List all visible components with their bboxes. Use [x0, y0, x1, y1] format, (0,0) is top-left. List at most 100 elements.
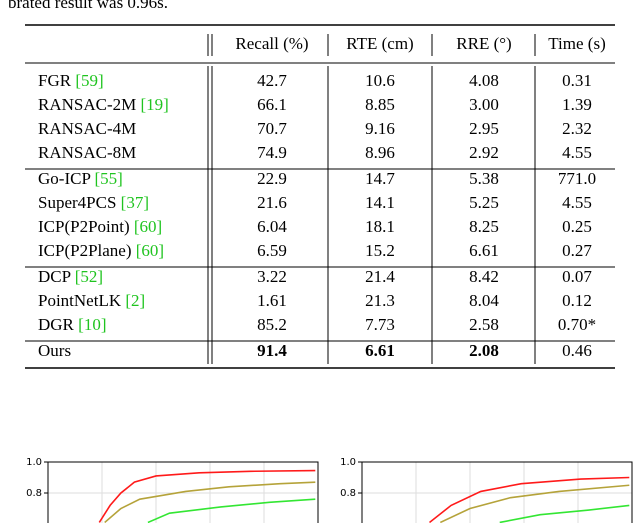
cell-value: 2.08 [469, 341, 499, 360]
column-header: Recall (%) [235, 34, 308, 53]
cell-value: 42.7 [257, 71, 287, 90]
cell-value: 6.61 [469, 241, 499, 260]
cell-value: 0.70* [558, 315, 596, 334]
y-tick-label: 0.8 [340, 488, 356, 499]
data-line [147, 498, 316, 523]
citation: [59] [75, 71, 103, 90]
citation: [2] [125, 291, 145, 310]
data-line [104, 481, 316, 523]
cell-value: 0.46 [562, 341, 592, 360]
cell-value: 1.39 [562, 95, 592, 114]
cell-value: 2.58 [469, 315, 499, 334]
citation: [52] [75, 267, 103, 286]
cell-value: 5.25 [469, 193, 499, 212]
method-name: Ours [38, 341, 71, 360]
citation: [55] [95, 169, 123, 188]
method-name: ICP(P2Plane) [60] [38, 241, 164, 260]
cell-value: 85.2 [257, 315, 287, 334]
cell-value: 771.0 [558, 169, 596, 188]
cell-value: 91.4 [257, 341, 287, 360]
cell-value: 0.25 [562, 217, 592, 236]
caption-fragment: brated result was 0.96s. [8, 0, 168, 12]
method-name: Super4PCS [37] [38, 193, 149, 212]
method-label: Go-ICP [38, 169, 90, 188]
y-tick-label: 1.0 [26, 457, 42, 468]
y-tick-label: 0.8 [26, 488, 42, 499]
citation: [19] [141, 95, 169, 114]
cell-value: 0.27 [562, 241, 592, 260]
cell-value: 18.1 [365, 217, 395, 236]
cell-value: 4.55 [562, 143, 592, 162]
method-label: Super4PCS [38, 193, 116, 212]
data-line [439, 484, 630, 523]
method-name: PointNetLK [2] [38, 291, 145, 310]
cell-value: 5.38 [469, 169, 499, 188]
cell-value: 21.4 [365, 267, 395, 286]
citation: [37] [121, 193, 149, 212]
cell-value: 1.61 [257, 291, 287, 310]
cell-value: 6.59 [257, 241, 287, 260]
cell-value: 0.31 [562, 71, 592, 90]
method-label: DCP [38, 267, 71, 286]
cell-value: 3.00 [469, 95, 499, 114]
method-label: RANSAC-2M [38, 95, 136, 114]
cell-value: 8.04 [469, 291, 499, 310]
data-line [98, 469, 316, 523]
method-label: ICP(P2Plane) [38, 241, 132, 260]
cell-value: 8.96 [365, 143, 395, 162]
method-label: Ours [38, 341, 71, 360]
cell-value: 21.6 [257, 193, 287, 212]
cell-value: 15.2 [365, 241, 395, 260]
method-name: Go-ICP [55] [38, 169, 123, 188]
cell-value: 0.07 [562, 267, 592, 286]
cell-value: 6.61 [365, 341, 395, 360]
plot-frame [361, 461, 633, 523]
column-header: Time (s) [548, 34, 605, 53]
method-label: PointNetLK [38, 291, 122, 310]
cell-value: 14.7 [365, 169, 395, 188]
citation: [60] [136, 241, 164, 260]
cell-value: 2.32 [562, 119, 592, 138]
cell-value: 70.7 [257, 119, 287, 138]
cell-value: 3.22 [257, 267, 287, 286]
cell-value: 2.95 [469, 119, 499, 138]
plot-frame [47, 461, 319, 523]
data-line [429, 476, 630, 523]
cell-value: 4.55 [562, 193, 592, 212]
cell-value: 74.9 [257, 143, 287, 162]
cell-value: 9.16 [365, 119, 395, 138]
y-tick-label: 1.0 [340, 457, 356, 468]
cell-value: 0.12 [562, 291, 592, 310]
cell-value: 6.04 [257, 217, 287, 236]
data-line [499, 504, 630, 523]
cell-value: 7.73 [365, 315, 395, 334]
method-label: DGR [38, 315, 75, 334]
cell-value: 2.92 [469, 143, 499, 162]
cell-value: 14.1 [365, 193, 395, 212]
cell-value: 8.85 [365, 95, 395, 114]
method-label: ICP(P2Point) [38, 217, 130, 236]
column-header: RTE (cm) [346, 34, 413, 53]
cell-value: 8.42 [469, 267, 499, 286]
cell-value: 8.25 [469, 217, 499, 236]
citation: [60] [134, 217, 162, 236]
method-name: ICP(P2Point) [60] [38, 217, 162, 236]
method-name: RANSAC-8M [38, 143, 136, 162]
method-name: RANSAC-4M [38, 119, 136, 138]
cell-value: 22.9 [257, 169, 287, 188]
cell-value: 10.6 [365, 71, 395, 90]
method-label: FGR [38, 71, 72, 90]
method-label: RANSAC-8M [38, 143, 136, 162]
cell-value: 4.08 [469, 71, 499, 90]
method-label: RANSAC-4M [38, 119, 136, 138]
citation: [10] [78, 315, 106, 334]
cell-value: 21.3 [365, 291, 395, 310]
method-name: DGR [10] [38, 315, 106, 334]
method-name: RANSAC-2M [19] [38, 95, 169, 114]
method-name: DCP [52] [38, 267, 103, 286]
cell-value: 66.1 [257, 95, 287, 114]
column-header: RRE (°) [456, 34, 511, 53]
method-name: FGR [59] [38, 71, 104, 90]
